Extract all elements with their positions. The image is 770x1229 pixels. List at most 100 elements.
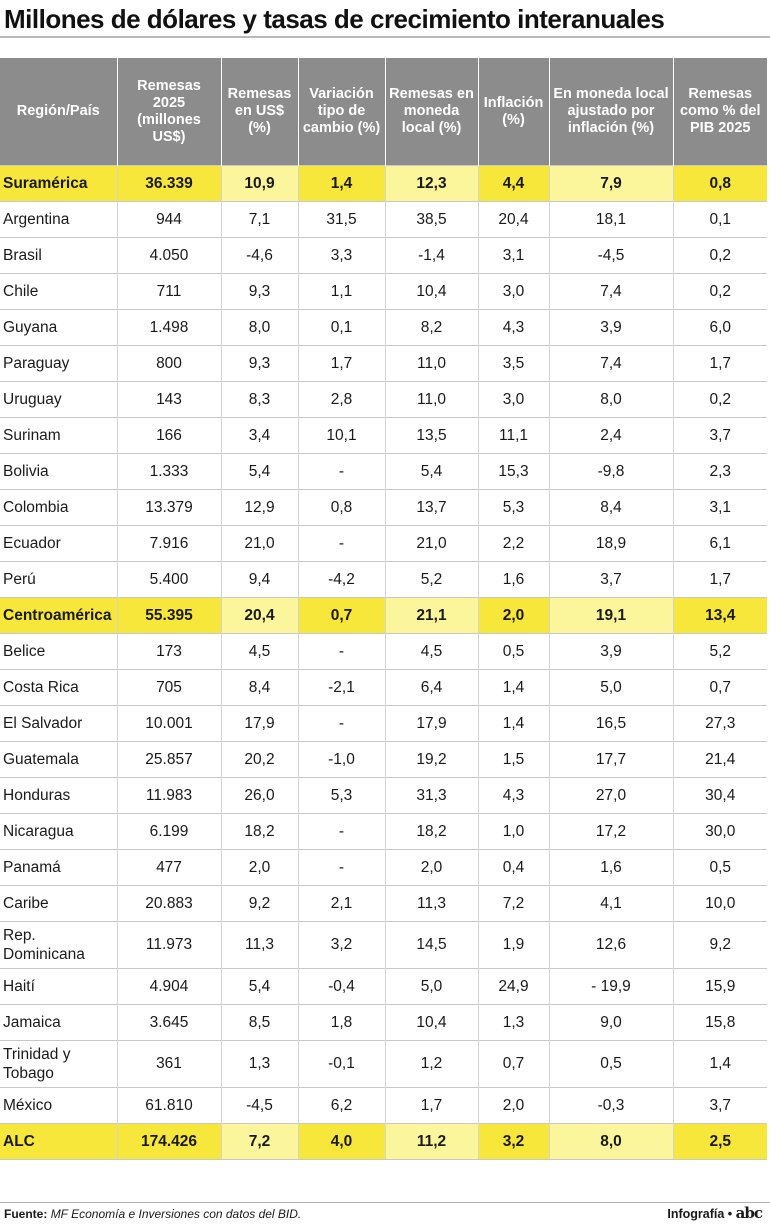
cell-inflation: 1,4 xyxy=(477,669,549,706)
table-row: Guatemala 25.857 20,2 -1,0 19,2 1,5 17,7 21,4 xyxy=(0,741,767,778)
cell-remittances-2025: 20.883 xyxy=(116,885,221,922)
cell-remittances-2025: 1.333 xyxy=(116,453,221,490)
cell-local-inflation-adjusted: 27,0 xyxy=(548,777,673,814)
cell-local-inflation-adjusted: 7,4 xyxy=(548,273,673,310)
cell-inflation: 7,2 xyxy=(477,885,549,922)
cell-remittances-2025: 711 xyxy=(116,273,221,310)
cell-inflation: 3,1 xyxy=(477,237,549,274)
table-row: Bolivia 1.333 5,4-5,4 15,3 -9,8 2,3 xyxy=(0,453,767,490)
cell-remittances-2025: 143 xyxy=(116,381,221,418)
cell-local-inflation-adjusted: 4,1 xyxy=(548,885,673,922)
cell-remittances-local-currency: 18,2 xyxy=(384,813,478,850)
cell-region-country: Ecuador xyxy=(0,525,117,562)
cell-remittances-local-currency: 1,7 xyxy=(384,1087,478,1124)
cell-local-inflation-adjusted: 8,4 xyxy=(548,489,673,526)
cell-inflation: 1,3 xyxy=(477,1004,549,1041)
table-row: Paraguay 800 9,3 1,7 11,0 3,5 7,4 1,7 xyxy=(0,345,767,382)
cell-remittances-usd-pct: 5,4 xyxy=(220,453,298,490)
cell-remittances-local-currency: 11,3 xyxy=(384,885,478,922)
cell-local-inflation-adjusted: 2,4 xyxy=(548,417,673,454)
cell-remittances-usd-pct: 4,5 xyxy=(220,633,298,670)
cell-remittances-pct-gdp: 9,2 xyxy=(672,921,767,969)
cell-local-inflation-adjusted: 1,6 xyxy=(548,849,673,886)
cell-remittances-2025: 10.001 xyxy=(116,705,221,742)
cell-region-country: El Salvador xyxy=(0,705,117,742)
cell-remittances-local-currency: 17,9 xyxy=(384,705,478,742)
cell-remittances-2025: 4.050 xyxy=(116,237,221,274)
cell-remittances-usd-pct: 8,0 xyxy=(220,309,298,346)
cell-remittances-2025: 61.810 xyxy=(116,1087,221,1124)
source-text: MF Economía e Inversiones con datos del … xyxy=(50,1207,302,1221)
cell-remittances-2025: 55.395 xyxy=(116,597,221,634)
cell-remittances-local-currency: 31,3 xyxy=(384,777,478,814)
cell-inflation: 3,0 xyxy=(477,381,549,418)
cell-remittances-pct-gdp: 0,1 xyxy=(672,201,767,238)
cell-exchange-rate-variation: - xyxy=(297,705,385,742)
cell-remittances-local-currency: 11,0 xyxy=(384,381,478,418)
cell-remittances-2025: 174.426 xyxy=(116,1123,221,1160)
cell-inflation: 5,3 xyxy=(477,489,549,526)
cell-remittances-usd-pct: 8,3 xyxy=(220,381,298,418)
cell-remittances-2025: 4.904 xyxy=(116,968,221,1005)
cell-inflation: 2,0 xyxy=(477,1087,549,1124)
cell-remittances-2025: 944 xyxy=(116,201,221,238)
cell-remittances-pct-gdp: 30,4 xyxy=(672,777,767,814)
cell-remittances-usd-pct: 3,4 xyxy=(220,417,298,454)
cell-exchange-rate-variation: -0,4 xyxy=(297,968,385,1005)
cell-remittances-local-currency: 14,5 xyxy=(384,921,478,969)
cell-remittances-2025: 6.199 xyxy=(116,813,221,850)
cell-remittances-usd-pct: 9,3 xyxy=(220,345,298,382)
cell-remittances-2025: 36.339 xyxy=(116,165,221,202)
cell-exchange-rate-variation: 10,1 xyxy=(297,417,385,454)
cell-remittances-usd-pct: 8,5 xyxy=(220,1004,298,1041)
table-row-region: ALC 174.426 7,2 4,0 11,2 3,2 8,0 2,5 xyxy=(0,1123,767,1160)
cell-remittances-usd-pct: 8,4 xyxy=(220,669,298,706)
table-row: Brasil 4.050 -4,6 3,3 -1,4 3,1 -4,5 0,2 xyxy=(0,237,767,274)
table-row: Guyana 1.498 8,0 0,1 8,2 4,3 3,9 6,0 xyxy=(0,309,767,346)
header-region-country: Región/País xyxy=(0,58,117,166)
cell-exchange-rate-variation: 3,2 xyxy=(297,921,385,969)
cell-inflation: 24,9 xyxy=(477,968,549,1005)
cell-local-inflation-adjusted: -9,8 xyxy=(548,453,673,490)
cell-remittances-local-currency: 38,5 xyxy=(384,201,478,238)
cell-remittances-local-currency: -1,4 xyxy=(384,237,478,274)
cell-exchange-rate-variation: 0,1 xyxy=(297,309,385,346)
cell-region-country: Caribe xyxy=(0,885,117,922)
table-row-region: Centroamérica 55.395 20,4 0,7 21,1 2,0 19,1 13,… xyxy=(0,597,767,634)
cell-exchange-rate-variation: 0,7 xyxy=(297,597,385,634)
table-row: Haití 4.904 5,4 -0,4 5,0 24,9- 19,9 15,9 xyxy=(0,968,767,1005)
footer-divider xyxy=(0,1202,770,1203)
cell-remittances-local-currency: 10,4 xyxy=(384,1004,478,1041)
header-remittances-pct-gdp: Remesas como % del PIB 2025 xyxy=(672,58,767,166)
cell-region-country: ALC xyxy=(0,1123,117,1160)
cell-remittances-usd-pct: 20,4 xyxy=(220,597,298,634)
cell-region-country: Perú xyxy=(0,561,117,598)
cell-inflation: 1,9 xyxy=(477,921,549,969)
cell-remittances-usd-pct: 20,2 xyxy=(220,741,298,778)
cell-remittances-2025: 11.983 xyxy=(116,777,221,814)
header-inflation: Inflación (%) xyxy=(477,58,549,166)
cell-remittances-usd-pct: 9,4 xyxy=(220,561,298,598)
cell-exchange-rate-variation: - xyxy=(297,525,385,562)
cell-remittances-pct-gdp: 27,3 xyxy=(672,705,767,742)
cell-remittances-pct-gdp: 10,0 xyxy=(672,885,767,922)
cell-remittances-usd-pct: 1,3 xyxy=(220,1040,298,1088)
cell-exchange-rate-variation: 1,7 xyxy=(297,345,385,382)
cell-remittances-local-currency: 19,2 xyxy=(384,741,478,778)
cell-exchange-rate-variation: 1,8 xyxy=(297,1004,385,1041)
cell-remittances-pct-gdp: 0,2 xyxy=(672,381,767,418)
cell-exchange-rate-variation: -0,1 xyxy=(297,1040,385,1088)
cell-remittances-usd-pct: 21,0 xyxy=(220,525,298,562)
cell-remittances-2025: 11.973 xyxy=(116,921,221,969)
cell-region-country: Argentina xyxy=(0,201,117,238)
table-body: Suramérica 36.339 10,9 1,4 12,3 4,4 7,9 0,8 Arge… xyxy=(0,165,767,1160)
table-row: México 61.810 -4,5 6,2 1,7 2,0 -0,3 3,7 xyxy=(0,1087,767,1124)
cell-local-inflation-adjusted: -4,5 xyxy=(548,237,673,274)
cell-local-inflation-adjusted: -0,3 xyxy=(548,1087,673,1124)
cell-remittances-2025: 166 xyxy=(116,417,221,454)
cell-exchange-rate-variation: - xyxy=(297,813,385,850)
cell-inflation: 3,0 xyxy=(477,273,549,310)
cell-remittances-local-currency: 21,1 xyxy=(384,597,478,634)
header-remittances-usd-pct: Remesas en US$ (%) xyxy=(220,58,298,166)
table-row: Uruguay 143 8,3 2,8 11,0 3,0 8,0 0,2 xyxy=(0,381,767,418)
